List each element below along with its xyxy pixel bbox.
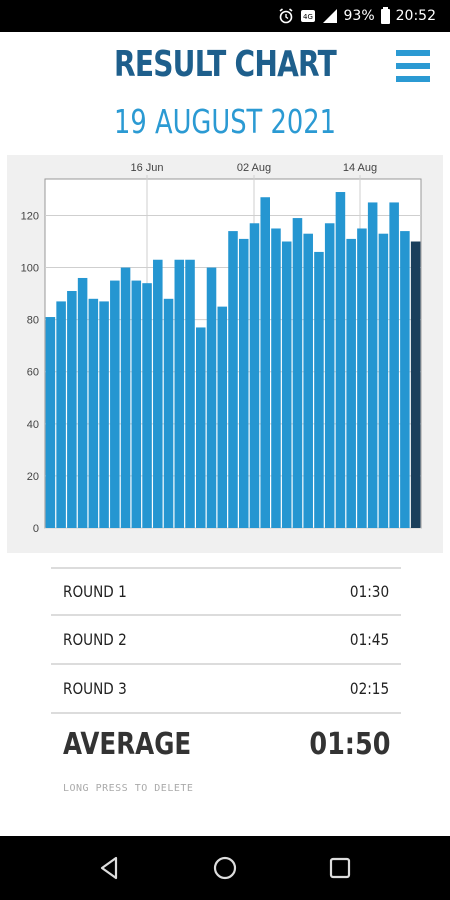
clock-time: 20:52 <box>395 8 436 24</box>
round-time: 02:15 <box>349 679 389 698</box>
y-tick-label: 20 <box>27 471 39 483</box>
home-icon[interactable] <box>209 852 241 884</box>
chart-bar <box>238 238 249 528</box>
chart-bar <box>174 259 185 528</box>
chart-bar <box>303 233 313 528</box>
chart-bar <box>45 317 56 528</box>
volte-icon: 4G <box>300 10 315 22</box>
chart-bar <box>99 301 109 528</box>
chart-bar <box>271 228 281 528</box>
chart-bar <box>378 233 389 528</box>
chart-bar <box>163 298 174 528</box>
status-bar: 4G 93% 20:52 <box>0 0 450 32</box>
chart-bar <box>324 223 335 528</box>
chart-svg: 0 20 40 60 80 100 120 16 Jun 02 Aug 14 Aug <box>21 162 422 535</box>
chart-bar <box>217 306 228 528</box>
chart-bar <box>292 218 303 528</box>
chart-bar <box>131 280 142 528</box>
chart-bar <box>228 231 238 529</box>
average-time: 01:50 <box>308 727 390 762</box>
result-chart[interactable]: 0 20 40 60 80 100 120 16 Jun 02 Aug 14 Aug <box>7 155 443 553</box>
chart-bar <box>56 301 66 528</box>
chart-bar <box>389 202 399 528</box>
alarm-icon <box>279 8 293 24</box>
page-title: RESULT CHART <box>113 44 337 85</box>
chart-bar <box>120 267 131 528</box>
y-tick-label: 120 <box>21 210 39 222</box>
navigation-bar <box>0 836 450 900</box>
recents-icon[interactable] <box>324 852 356 884</box>
y-tick-label: 60 <box>27 367 39 379</box>
round-time: 01:45 <box>349 630 389 649</box>
round-label: ROUND 2 <box>63 630 127 649</box>
x-tick-label: 02 Aug <box>237 162 271 174</box>
result-date: 19 AUGUST 2021 <box>114 102 336 141</box>
y-tick-label: 40 <box>27 419 39 431</box>
svg-text:4G: 4G <box>303 13 313 21</box>
chart-bar <box>153 259 163 528</box>
chart-bar <box>410 241 421 529</box>
chart-bar <box>249 223 260 528</box>
average-row: AVERAGE 01:50 <box>63 727 390 762</box>
y-tick-label: 100 <box>21 263 39 275</box>
battery-percent: 93% <box>343 8 375 24</box>
chart-bar <box>400 231 410 529</box>
x-tick-label: 16 Jun <box>130 162 163 174</box>
x-tick-label: 14 Aug <box>343 162 377 174</box>
header: RESULT CHART 19 AUGUST 2021 <box>0 32 450 150</box>
chart-bar <box>77 277 88 528</box>
delete-hint: LONG PRESS TO DELETE <box>63 783 194 794</box>
chart-bar <box>142 283 152 528</box>
round-label: ROUND 1 <box>63 582 127 601</box>
average-label: AVERAGE <box>63 727 192 762</box>
chart-bar <box>196 327 206 528</box>
rounds-list: ROUND 1 01:30 ROUND 2 01:45 ROUND 3 02:1… <box>51 567 401 714</box>
chart-bar <box>206 267 217 528</box>
chart-bar <box>88 298 99 528</box>
chart-bar <box>367 202 378 528</box>
hamburger-menu-icon[interactable] <box>396 50 430 82</box>
chart-bar <box>314 251 324 528</box>
back-icon[interactable] <box>94 852 126 884</box>
y-tick-label: 0 <box>33 523 39 535</box>
chart-bar <box>357 228 367 528</box>
chart-bar <box>260 197 270 529</box>
chart-bar <box>346 238 356 528</box>
chart-bar <box>110 280 120 528</box>
chart-bar <box>185 259 195 528</box>
round-time: 01:30 <box>349 582 389 601</box>
chart-bar <box>67 290 77 528</box>
battery-icon <box>380 6 390 24</box>
chart-bar <box>335 192 346 528</box>
round-row-2[interactable]: ROUND 2 01:45 <box>51 616 401 665</box>
round-row-1[interactable]: ROUND 1 01:30 <box>51 567 401 616</box>
signal-icon <box>322 9 337 23</box>
round-row-3[interactable]: ROUND 3 02:15 <box>51 665 401 714</box>
chart-bar <box>281 241 292 529</box>
y-tick-label: 80 <box>27 315 39 327</box>
round-label: ROUND 3 <box>63 679 127 698</box>
